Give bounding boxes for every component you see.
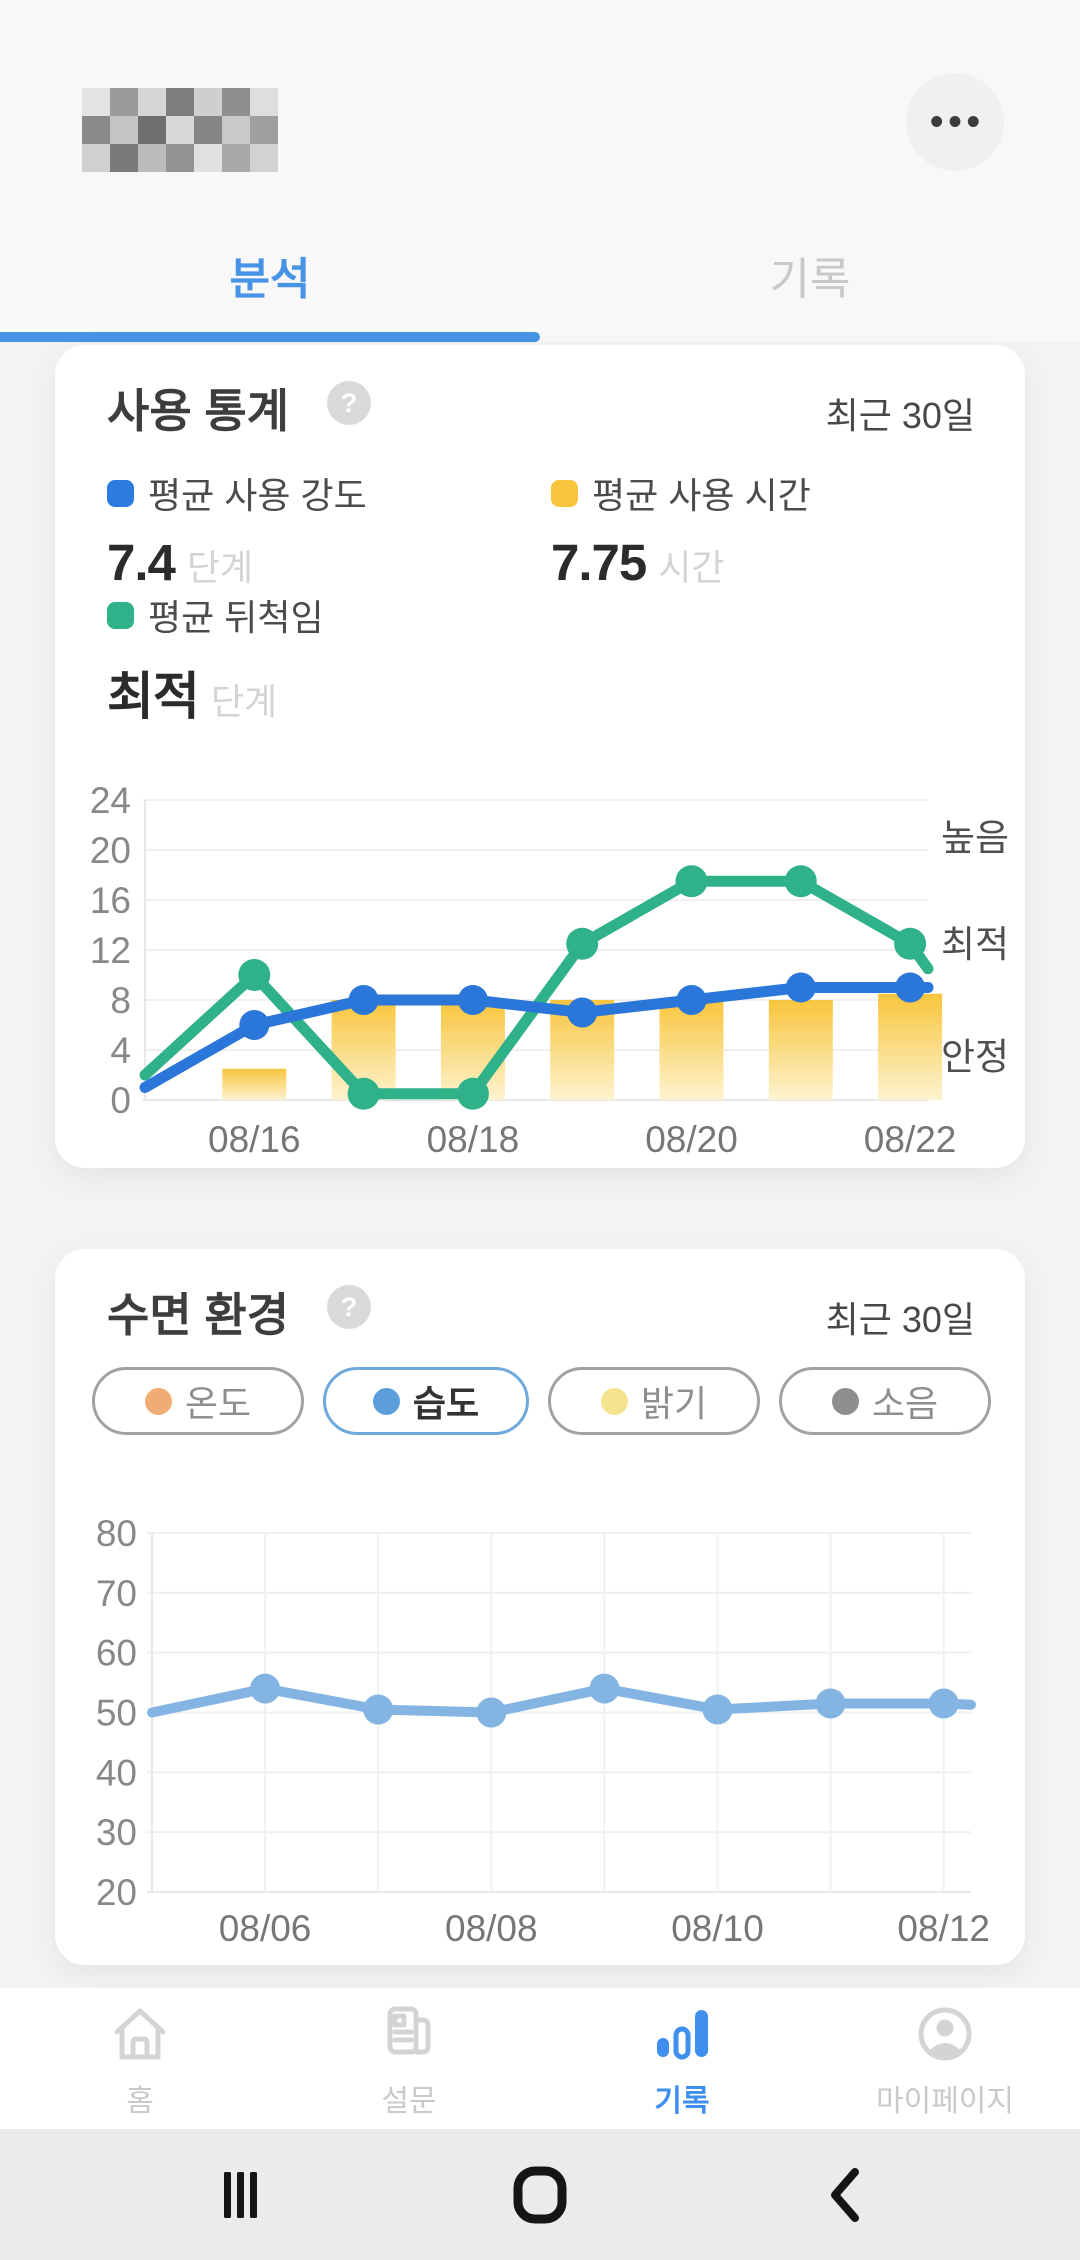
svg-text:4: 4 — [110, 1030, 131, 1071]
bottom-nav: 홈 설문 기록 마이페 — [0, 1988, 1080, 2129]
chip-temperature[interactable]: 온도 — [92, 1367, 304, 1435]
mypage-icon — [918, 2007, 972, 2061]
back-button[interactable] — [765, 2129, 925, 2260]
legend-usage-time: 평균 사용 시간 7.75 시간 — [551, 475, 811, 591]
tossing-unit: 단계 — [210, 681, 278, 722]
chip-noise[interactable]: 소음 — [779, 1367, 991, 1435]
nav-home[interactable]: 홈 — [30, 1988, 250, 2129]
intensity-unit: 단계 — [186, 547, 254, 588]
svg-text:24: 24 — [90, 780, 131, 821]
svg-text:16: 16 — [90, 880, 131, 921]
tab-analysis[interactable]: 분석 — [229, 255, 311, 304]
time-value: 7.75 — [551, 534, 647, 591]
usage-stats-card: 사용 통계 ? 최근 30일 평균 사용 강도 7.4 단계 평균 사용 시간 … — [55, 345, 1025, 1168]
svg-text:20: 20 — [90, 830, 131, 871]
nav-survey[interactable]: 설문 — [299, 1988, 519, 2129]
svg-text:08/10: 08/10 — [671, 1908, 764, 1949]
brightness-dot — [600, 1387, 628, 1415]
home-button[interactable] — [460, 2129, 620, 2260]
humidity-dot — [372, 1387, 400, 1415]
tab-records[interactable]: 기록 — [769, 255, 851, 304]
nav-records[interactable]: 기록 — [572, 1988, 792, 2129]
environment-chart[interactable]: 20 30 40 50 60 70 80 08/06 08/08 08/10 08/12 — [55, 1489, 1025, 1959]
tossing-swatch — [107, 601, 134, 629]
nav-mypage[interactable]: 마이페이지 — [835, 1988, 1055, 2129]
svg-text:08/18: 08/18 — [427, 1119, 520, 1160]
intensity-value: 7.4 — [107, 534, 176, 591]
svg-text:08/12: 08/12 — [897, 1908, 990, 1949]
chip-brightness[interactable]: 밝기 — [548, 1367, 760, 1435]
svg-text:8: 8 — [110, 980, 131, 1021]
records-icon — [657, 2010, 708, 2060]
help-icon[interactable]: ? — [327, 1285, 371, 1329]
more-menu-button[interactable]: ••• — [906, 73, 1004, 171]
time-swatch — [551, 479, 578, 507]
svg-text:12: 12 — [90, 930, 131, 971]
period-label: 최근 30일 — [825, 395, 975, 436]
svg-text:08/20: 08/20 — [645, 1119, 738, 1160]
svg-text:08/16: 08/16 — [208, 1119, 301, 1160]
recents-button[interactable] — [160, 2129, 320, 2260]
chip-humidity[interactable]: 습도 — [323, 1367, 529, 1435]
legend-tossing: 평균 뒤척임 최적 단계 — [107, 589, 324, 729]
svg-text:08/06: 08/06 — [219, 1908, 312, 1949]
temperature-dot — [144, 1387, 172, 1415]
env-filter-chips: 온도 습도 밝기 소음 — [55, 1367, 1025, 1437]
tab-bar: 분석 기록 — [0, 228, 1080, 342]
svg-text:60: 60 — [96, 1633, 137, 1674]
survey-icon — [387, 2006, 431, 2055]
svg-text:50: 50 — [96, 1693, 137, 1734]
legend-usage-intensity: 평균 사용 강도 7.4 단계 — [107, 475, 367, 591]
home-nav-icon — [513, 2166, 567, 2223]
svg-text:최적: 최적 — [941, 924, 1009, 965]
time-unit: 시간 — [658, 547, 725, 588]
usage-card-title: 사용 통계 — [107, 385, 290, 437]
svg-text:0: 0 — [110, 1080, 131, 1121]
sleep-env-card: 수면 환경 ? 최근 30일 온도 습도 밝기 소음 20 30 40 50 60 70 8… — [55, 1249, 1025, 1965]
period-label: 최근 30일 — [825, 1299, 975, 1340]
svg-text:안정: 안정 — [941, 1036, 1009, 1077]
svg-text:40: 40 — [96, 1752, 137, 1793]
svg-text:높음: 높음 — [941, 818, 1009, 859]
help-icon[interactable]: ? — [327, 381, 371, 425]
home-icon — [114, 2008, 166, 2060]
system-nav-bar — [0, 2129, 1080, 2260]
svg-text:80: 80 — [96, 1513, 137, 1554]
svg-text:08/22: 08/22 — [864, 1119, 957, 1160]
noise-dot — [831, 1387, 859, 1415]
svg-text:20: 20 — [96, 1872, 137, 1913]
svg-text:30: 30 — [96, 1812, 137, 1853]
back-icon — [831, 2167, 859, 2222]
svg-text:70: 70 — [96, 1573, 137, 1614]
recents-icon — [224, 2171, 257, 2218]
svg-text:08/08: 08/08 — [445, 1908, 538, 1949]
active-tab-indicator — [0, 332, 540, 342]
intensity-swatch — [107, 479, 134, 507]
tossing-value: 최적 — [107, 668, 200, 725]
user-name-blurred — [82, 88, 278, 172]
ellipsis-icon: ••• — [930, 101, 985, 143]
env-card-title: 수면 환경 — [107, 1289, 290, 1341]
